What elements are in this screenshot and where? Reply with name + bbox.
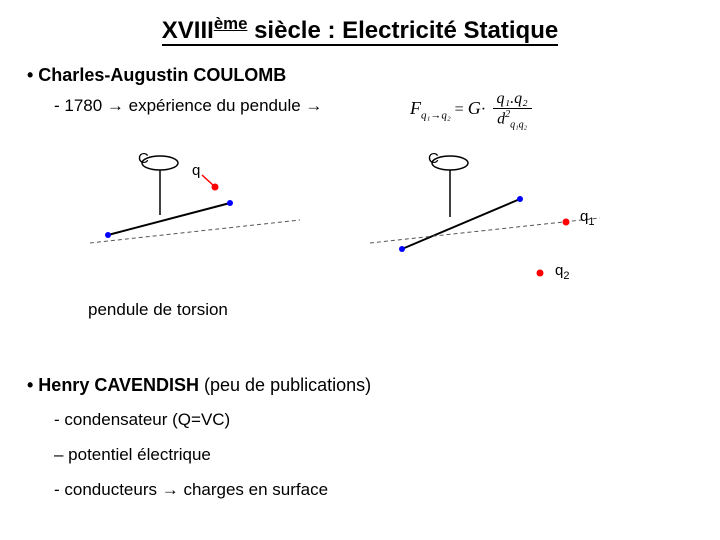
cavendish-heading: • Henry CAVENDISH (peu de publications) <box>27 375 371 396</box>
coulomb-formula: Fq₁→q₂ = G· q₁.q₂ d2q₁q₂ <box>410 90 610 131</box>
cavendish-suffix: (peu de publications) <box>204 375 371 395</box>
formula-den-d: d <box>497 110 505 127</box>
left-q-label: q <box>192 162 200 179</box>
page-title: XVIIIème siècle : Electricité Statique <box>0 0 720 45</box>
right-C-label: C <box>428 150 439 167</box>
cavendish-item-0: - condensateur (Q=VC) <box>54 410 230 430</box>
formula-Fsub: q₁→q₂ <box>421 110 451 122</box>
right-q2-label: q2 <box>555 262 569 282</box>
formula-G: G <box>468 98 481 118</box>
left-C-label: C <box>138 150 149 167</box>
formula-dot: · <box>481 101 486 118</box>
cavendish-name: • Henry CAVENDISH <box>27 375 204 395</box>
formula-den-sub: q₁q₂ <box>510 120 527 131</box>
pendulum-caption: pendule de torsion <box>88 300 228 320</box>
coulomb-heading: • Charles-Augustin COULOMB <box>27 65 286 86</box>
formula-eq: = <box>451 101 468 118</box>
title-super: ème <box>214 14 248 33</box>
title-prefix: XVIII <box>162 17 214 44</box>
q2-sub: 2 <box>563 270 569 282</box>
cavendish-item-2: - conducteurs → charges en surface <box>54 480 328 500</box>
formula-den-sup: 2 <box>505 109 510 120</box>
formula-F: F <box>410 98 421 118</box>
formula-num: q₁.q₂ <box>493 90 532 109</box>
pendulum-diagram-right <box>370 145 630 315</box>
right-q1-label: q1 <box>580 208 594 228</box>
q1-sub: 1 <box>588 216 594 228</box>
title-rest: siècle : Electricité Statique <box>247 17 558 44</box>
cavendish-item-1: – potentiel électrique <box>54 445 211 465</box>
coulomb-subline: - 1780 → expérience du pendule → <box>54 96 322 116</box>
